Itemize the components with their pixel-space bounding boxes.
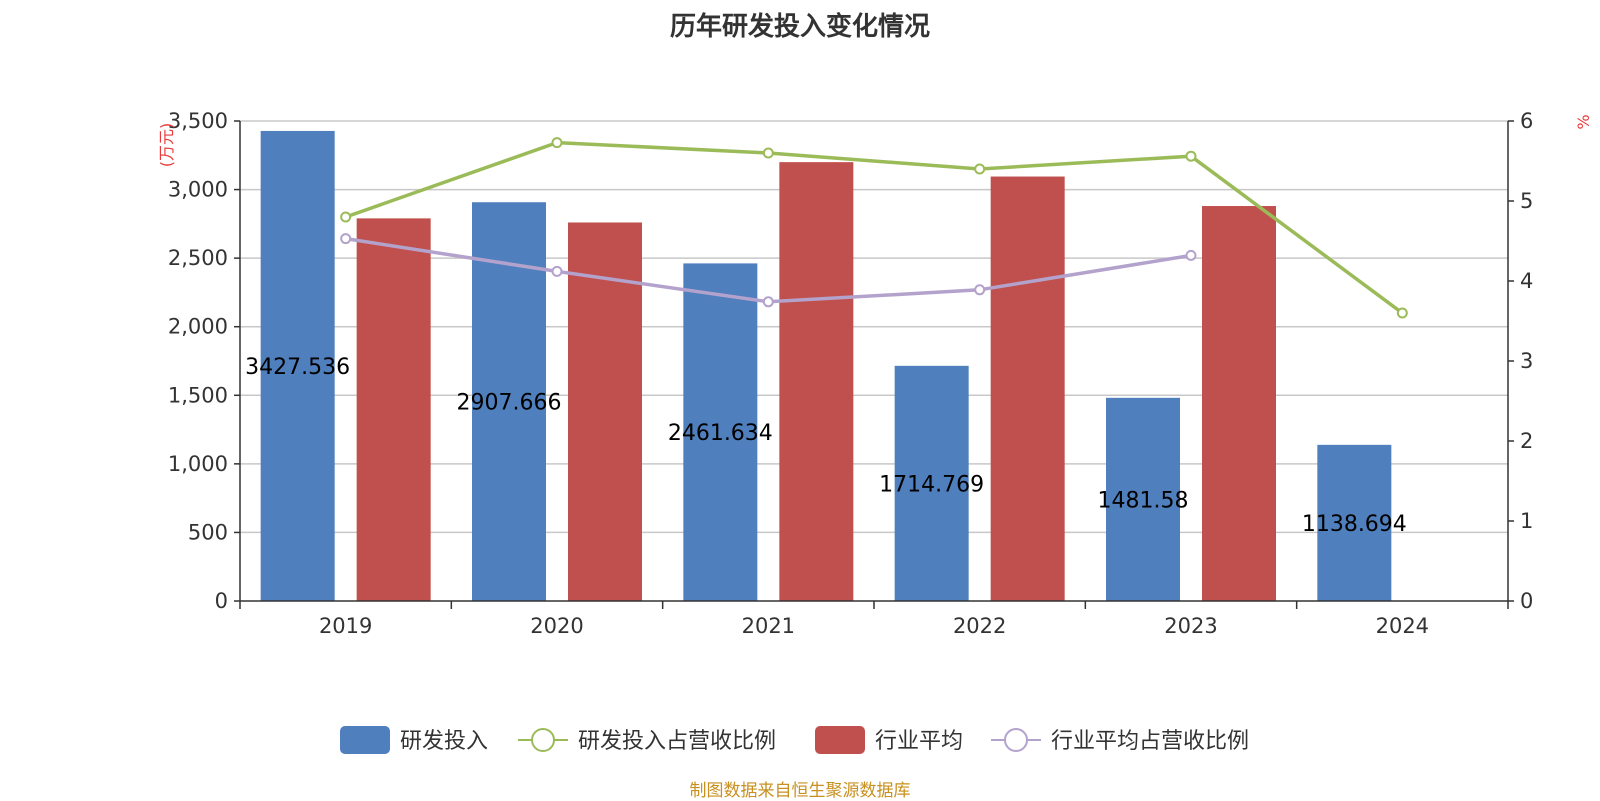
y-right-tick-label: 6 bbox=[1520, 109, 1533, 133]
line-rd-ratio bbox=[345, 140, 1404, 315]
y-right-tick-label: 0 bbox=[1520, 589, 1533, 613]
legend-label: 行业平均占营收比例 bbox=[1051, 729, 1249, 754]
legend-item-rd[interactable]: 研发投入 bbox=[340, 726, 488, 754]
y-right-tick-label: 1 bbox=[1520, 509, 1533, 533]
bar-value-label: 2461.634 bbox=[668, 421, 773, 446]
legend-swatch bbox=[815, 726, 865, 754]
bar-industry bbox=[779, 162, 854, 601]
point-industry-ratio bbox=[1185, 249, 1197, 261]
y-left-tick-label: 1,000 bbox=[168, 452, 228, 476]
point-rd-ratio bbox=[340, 211, 352, 223]
point-rd-ratio bbox=[551, 137, 563, 149]
x-tick-label: 2024 bbox=[1376, 614, 1429, 638]
y-right-tick-label: 5 bbox=[1520, 189, 1533, 213]
bar-rd bbox=[894, 365, 969, 601]
legend-marker bbox=[531, 728, 555, 752]
point-industry-ratio bbox=[762, 296, 774, 308]
line-series bbox=[340, 137, 1408, 319]
bar-industry bbox=[990, 176, 1065, 602]
bar-rd bbox=[260, 130, 335, 601]
legend-label: 行业平均 bbox=[875, 729, 963, 754]
point-industry-ratio bbox=[974, 284, 986, 296]
bar-rd bbox=[683, 263, 758, 601]
point-industry-ratio bbox=[340, 233, 352, 245]
x-tick-label: 2021 bbox=[742, 614, 795, 638]
bar-industry bbox=[356, 218, 431, 601]
bar-rd bbox=[1317, 444, 1392, 601]
y-left-tick-label: 500 bbox=[188, 520, 228, 544]
y-left-tick-label: 0 bbox=[215, 589, 228, 613]
y-left-tick-label: 3,500 bbox=[168, 109, 228, 133]
legend-item-industry-ratio[interactable]: 行业平均占营收比例 bbox=[991, 728, 1249, 754]
bar-value-label: 1714.769 bbox=[879, 472, 984, 497]
y-left-unit: (万元) bbox=[157, 123, 176, 168]
legend-label: 研发投入 bbox=[400, 729, 488, 754]
y-right-tick-label: 4 bbox=[1520, 269, 1533, 293]
y-left-tick-label: 2,000 bbox=[168, 315, 228, 339]
x-tick-label: 2020 bbox=[530, 614, 583, 638]
point-rd-ratio bbox=[762, 147, 774, 159]
legend-label: 研发投入占营收比例 bbox=[578, 729, 776, 754]
point-rd-ratio bbox=[974, 163, 986, 175]
x-tick-label: 2023 bbox=[1164, 614, 1217, 638]
y-left-tick-label: 2,500 bbox=[168, 246, 228, 270]
point-industry-ratio bbox=[551, 265, 563, 277]
bar-value-label: 1481.58 bbox=[1098, 488, 1189, 513]
y-right-tick-label: 2 bbox=[1520, 429, 1533, 453]
bar-series bbox=[260, 130, 1392, 602]
y-right-unit: % bbox=[1574, 114, 1593, 129]
legend-item-rd-ratio[interactable]: 研发投入占营收比例 bbox=[518, 728, 776, 754]
grid-lines bbox=[240, 120, 1508, 534]
bar-value-label: 2907.666 bbox=[457, 391, 562, 416]
point-rd-ratio bbox=[1396, 307, 1408, 319]
bar-value-label: 1138.694 bbox=[1302, 512, 1407, 537]
bar-industry bbox=[568, 222, 642, 601]
legend-swatch bbox=[340, 726, 390, 754]
y-left-tick-label: 1,500 bbox=[168, 383, 228, 407]
data-labels: 3427.536 2907.666 2461.634 1714.769 1481.58 1… bbox=[245, 355, 1407, 537]
x-tick-label: 2019 bbox=[319, 614, 372, 638]
legend-marker bbox=[1004, 728, 1028, 752]
y-right-tick-label: 3 bbox=[1520, 349, 1533, 373]
legend[interactable]: 研发投入 研发投入占营收比例 行业平均 行业平均占营收比例 bbox=[340, 726, 1249, 754]
bar-industry bbox=[1202, 206, 1276, 601]
chart-title: 历年研发投入变化情况 bbox=[669, 12, 930, 42]
y-left-tick-label: 3,000 bbox=[168, 178, 228, 202]
bar-rd bbox=[1106, 397, 1180, 601]
source-note: 制图数据来自恒生聚源数据库 bbox=[689, 781, 911, 801]
x-tick-label: 2022 bbox=[953, 614, 1006, 638]
axes: 0 500 1,000 1,500 2,000 2,500 3,000 3,500 0 1 2 3 4 5… bbox=[157, 109, 1593, 638]
legend-item-industry[interactable]: 行业平均 bbox=[815, 726, 963, 754]
bar-value-label: 3427.536 bbox=[245, 355, 350, 380]
point-rd-ratio bbox=[1185, 150, 1197, 162]
